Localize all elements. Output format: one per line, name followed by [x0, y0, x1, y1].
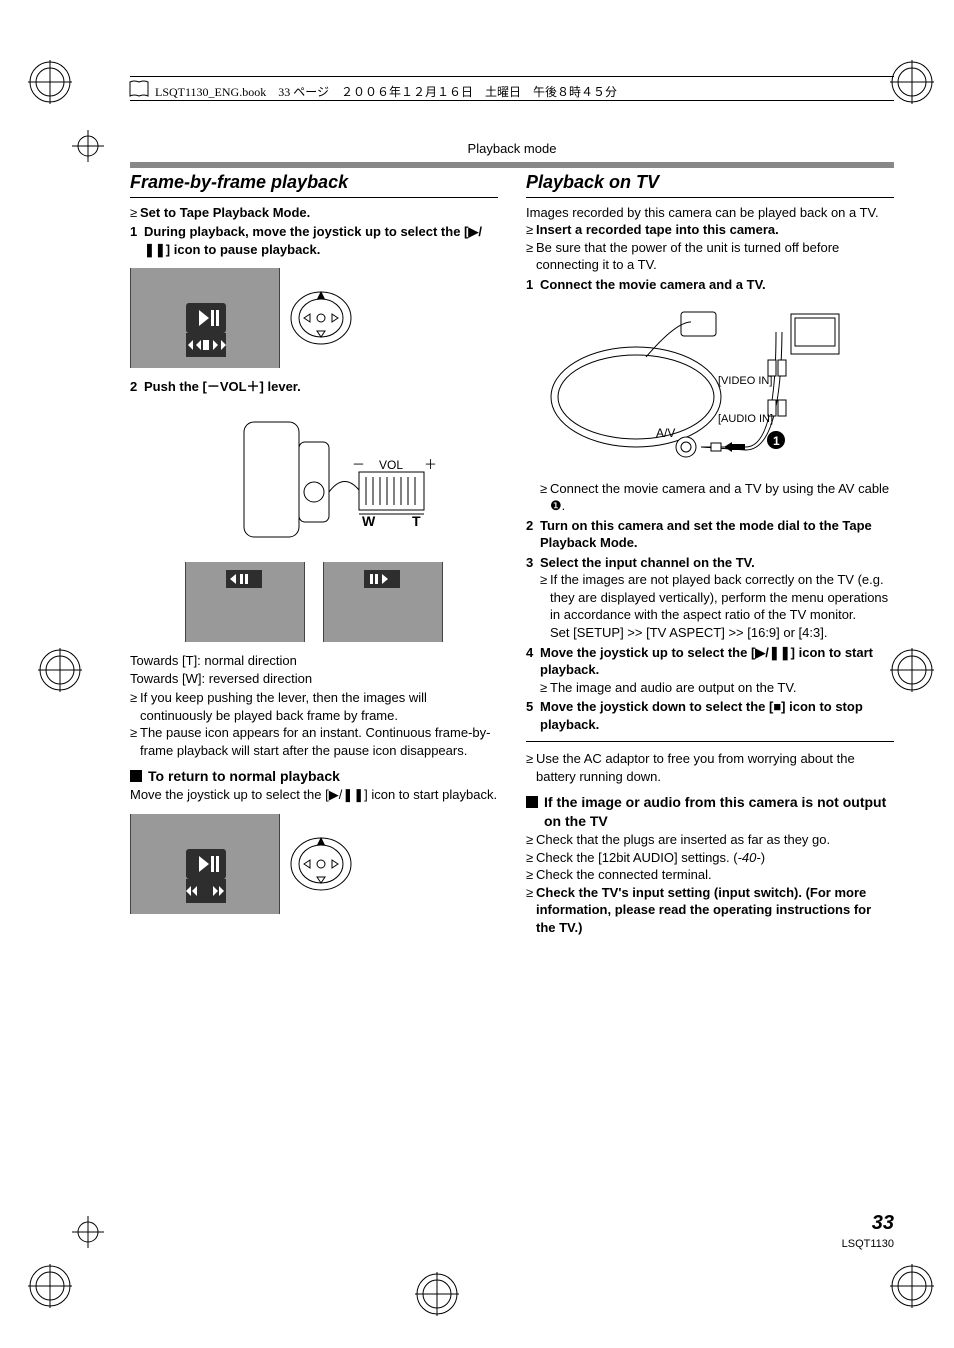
- bullet-dot: ≥: [526, 884, 536, 937]
- right-chk2a: Check the [12bit AUDIO] settings. (: [536, 850, 738, 865]
- regmark-bot-right: [890, 1264, 934, 1308]
- regmark-bot-left: [28, 1264, 72, 1308]
- left-sub1-title: To return to normal playback: [148, 767, 340, 786]
- square-icon: [526, 796, 538, 808]
- bullet-dot: ≥: [526, 866, 536, 884]
- right-separator: [526, 741, 894, 742]
- bullet-dot: ≥: [526, 750, 536, 785]
- right-chk4: Check the TV's input setting (input swit…: [536, 884, 894, 937]
- right-step4: Move the joystick up to select the [▶/❚❚…: [540, 644, 894, 679]
- svg-text:＋: ＋: [424, 457, 437, 472]
- frame-rev-screen: [185, 562, 305, 642]
- right-step3-note: If the images are not played back correc…: [550, 571, 894, 624]
- bullet-dot: ≥: [540, 679, 550, 697]
- joystick-icon: [290, 287, 352, 349]
- right-column: Playback on TV Images recorded by this c…: [526, 170, 894, 937]
- right-chk3: Check the connected terminal.: [536, 866, 894, 884]
- right-power: Be sure that the power of the unit is tu…: [536, 239, 894, 274]
- bullet-dot: ≥: [130, 689, 140, 724]
- right-step5: Move the joystick down to select the [■]…: [540, 698, 894, 733]
- cropmark-bl: [72, 1216, 104, 1248]
- right-connect-note: Connect the movie camera and a TV by usi…: [550, 480, 894, 515]
- bullet-dot: ≥: [130, 724, 140, 759]
- right-insert: Insert a recorded tape into this camera.: [536, 221, 894, 239]
- bullet-dot: ≥: [526, 831, 536, 849]
- right-chk1: Check that the plugs are inserted as far…: [536, 831, 894, 849]
- right-step5-num: 5: [526, 698, 540, 733]
- bullet-dot: ≥: [526, 239, 536, 274]
- right-intro: Images recorded by this camera can be pl…: [526, 204, 894, 222]
- figure-frame-dir: [130, 562, 498, 642]
- regmark-mid-left: [38, 648, 82, 692]
- figure-resume: [130, 814, 498, 914]
- frame-fwd-screen: [323, 562, 443, 642]
- page-footer: 33 LSQT1130: [842, 1210, 894, 1252]
- svg-text:1: 1: [773, 434, 780, 448]
- bullet-dot: ≥: [540, 571, 550, 624]
- svg-text:[AUDIO IN]: [AUDIO IN]: [718, 413, 773, 425]
- header-rule-top: [130, 76, 894, 77]
- right-step4-num: 4: [526, 644, 540, 679]
- right-chk2: Check the [12bit AUDIO] settings. (-40-): [536, 849, 894, 867]
- svg-text:T: T: [412, 513, 421, 529]
- bullet-dot: ≥: [540, 480, 550, 515]
- towards-t: Towards [T]: normal direction: [130, 652, 498, 670]
- right-step1-num: 1: [526, 276, 540, 294]
- svg-text:[VIDEO IN]: [VIDEO IN]: [718, 375, 772, 387]
- header-rule-bot: [130, 100, 894, 101]
- right-chk2b: ): [761, 850, 765, 865]
- left-sub1-body: Move the joystick up to select the [▶/❚❚…: [130, 786, 498, 804]
- regmark-top-left: [28, 60, 72, 104]
- right-step1: Connect the movie camera and a TV.: [540, 276, 894, 294]
- left-note2: The pause icon appears for an instant. C…: [140, 724, 498, 759]
- figure-pause: [130, 268, 498, 368]
- page-content: Playback mode Frame-by-frame playback ≥ …: [130, 140, 894, 1248]
- left-step2: Push the [－VOL＋] lever.: [144, 378, 498, 396]
- left-step1-num: 1: [130, 223, 144, 258]
- towards-w: Towards [W]: reversed direction: [130, 670, 498, 688]
- header-runner: LSQT1130_ENG.book 33 ページ ２００６年１２月１６日 土曜日…: [155, 84, 617, 100]
- bullet-dot: ≥: [130, 204, 140, 222]
- mode-title: Playback mode: [130, 140, 894, 158]
- bullet-dot: ≥: [526, 849, 536, 867]
- svg-text:W: W: [362, 513, 376, 529]
- book-icon: [128, 78, 150, 100]
- cropmark-tl: [72, 130, 104, 162]
- regmark-bot-center: [415, 1272, 459, 1316]
- right-step3: Select the input channel on the TV.: [540, 554, 894, 572]
- left-heading: Frame-by-frame playback: [130, 170, 498, 198]
- right-sub1-title: If the image or audio from this camera i…: [544, 793, 894, 831]
- mode-title-bar: [130, 162, 894, 168]
- playback-screen-1: [130, 268, 280, 368]
- page-number: 33: [842, 1210, 894, 1237]
- left-step2-num: 2: [130, 378, 144, 396]
- left-note1: If you keep pushing the lever, then the …: [140, 689, 498, 724]
- page-ref: -40-: [738, 850, 761, 865]
- right-step4-note: The image and audio are output on the TV…: [550, 679, 894, 697]
- svg-text:VOL: VOL: [379, 458, 403, 472]
- right-step3-setup: Set [SETUP] >> [TV ASPECT] >> [16:9] or …: [550, 624, 894, 642]
- right-step3-num: 3: [526, 554, 540, 572]
- camera-lever-diagram: － VOL ＋ W T: [184, 402, 444, 552]
- joystick-icon-2: [290, 833, 352, 895]
- right-ac-note: Use the AC adaptor to free you from worr…: [536, 750, 894, 785]
- square-icon: [130, 770, 142, 782]
- left-column: Frame-by-frame playback ≥ Set to Tape Pl…: [130, 170, 498, 937]
- regmark-mid-right: [890, 648, 934, 692]
- left-sub1: To return to normal playback: [130, 767, 498, 786]
- right-step2-num: 2: [526, 517, 540, 552]
- right-heading: Playback on TV: [526, 170, 894, 198]
- left-step1: During playback, move the joystick up to…: [144, 223, 498, 258]
- doc-code: LSQT1130: [842, 1237, 894, 1252]
- playback-screen-2: [130, 814, 280, 914]
- svg-text:A/V: A/V: [656, 426, 675, 440]
- left-bullet1: Set to Tape Playback Mode.: [140, 204, 498, 222]
- right-sub1: If the image or audio from this camera i…: [526, 793, 894, 831]
- bullet-dot: ≥: [526, 221, 536, 239]
- regmark-top-right: [890, 60, 934, 104]
- tv-connection-diagram: A/V [VIDEO IN] [AUDIO IN] 1: [546, 302, 846, 472]
- right-step2: Turn on this camera and set the mode dia…: [540, 517, 894, 552]
- svg-text:－: －: [352, 457, 365, 472]
